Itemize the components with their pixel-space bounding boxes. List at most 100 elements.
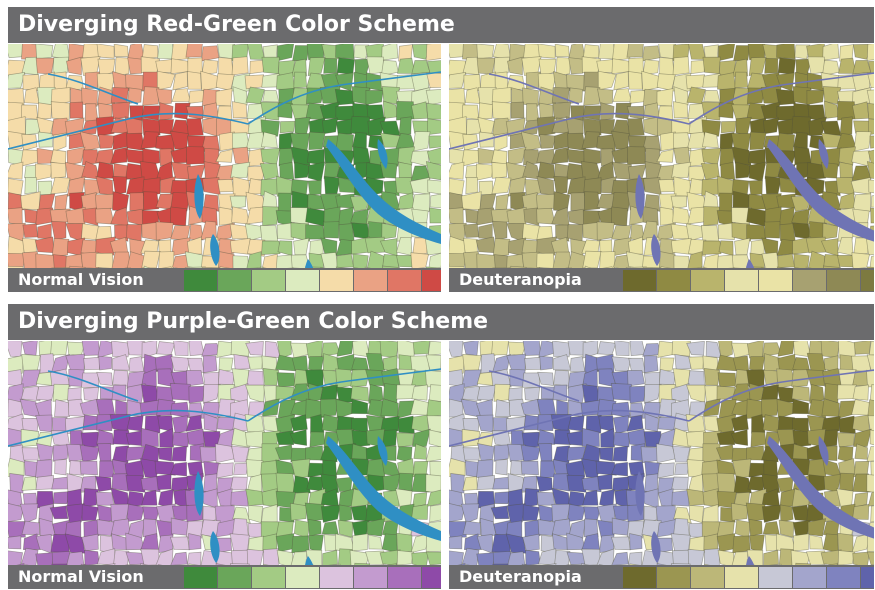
map-region (688, 165, 706, 182)
map-region (171, 161, 191, 180)
map-region (599, 251, 616, 271)
map-region (262, 206, 279, 227)
choropleth-map (449, 341, 874, 589)
map-region (867, 415, 874, 433)
map-region (866, 354, 874, 373)
map-region (262, 367, 280, 386)
map-region (687, 370, 705, 386)
map-region (657, 416, 677, 431)
map-region (600, 102, 615, 122)
map-region (36, 443, 54, 462)
map-region (570, 192, 586, 212)
map-region (672, 427, 692, 448)
map-region (870, 195, 874, 208)
map-region (96, 161, 114, 179)
map-region (720, 120, 737, 134)
map-region (477, 116, 495, 134)
map-region (807, 518, 827, 537)
map-region (611, 461, 628, 477)
map-region (410, 252, 429, 270)
map-region (566, 474, 587, 493)
map-region (22, 74, 40, 92)
map-region (427, 179, 441, 195)
map-region (629, 402, 645, 419)
map-region (869, 135, 874, 149)
map-region (525, 549, 541, 566)
map-region (595, 460, 617, 476)
map-region (628, 461, 645, 478)
map-region (793, 533, 810, 552)
river (488, 370, 580, 402)
map-region (142, 86, 160, 106)
map-region (383, 180, 400, 197)
map-region (52, 383, 70, 402)
map-region (567, 415, 585, 432)
map-region (276, 372, 296, 388)
map-region (839, 161, 854, 179)
river (247, 71, 441, 125)
map-region (465, 177, 479, 195)
map-region (247, 165, 265, 182)
map-region (506, 503, 526, 524)
map-region (141, 250, 161, 269)
map-region (686, 488, 705, 506)
map-region (745, 502, 766, 522)
map-region (8, 59, 26, 76)
map-region (536, 491, 556, 506)
map-region (644, 194, 661, 212)
map-region (642, 59, 660, 76)
map-region (310, 414, 325, 434)
map-region (83, 179, 101, 197)
map-region (97, 443, 112, 462)
map-region (95, 207, 115, 225)
map-region (232, 86, 248, 106)
legend-label: Normal Vision (18, 567, 144, 586)
map-region (595, 353, 615, 373)
map-region (449, 521, 467, 538)
map-region (140, 548, 160, 566)
legend-label: Normal Vision (18, 270, 144, 289)
map-region (111, 533, 128, 550)
map-region (81, 341, 101, 356)
map-region (494, 491, 512, 505)
map-region (410, 150, 430, 167)
map-region (275, 354, 296, 372)
map-region (612, 88, 632, 103)
map-region (34, 236, 55, 254)
map-region (866, 44, 874, 61)
legend-swatch (218, 567, 251, 588)
map-region (83, 519, 100, 539)
map-region (733, 45, 751, 62)
map-region (365, 550, 385, 565)
map-region (701, 147, 722, 166)
map-region (505, 416, 526, 434)
map-region (289, 429, 308, 446)
map-region (537, 73, 557, 92)
map-region (261, 56, 280, 75)
map-region (837, 532, 854, 553)
map-region (245, 488, 264, 506)
map-region (566, 224, 584, 242)
map-region (276, 72, 296, 91)
map-region (20, 369, 41, 389)
map-region (338, 504, 353, 523)
map-region (536, 148, 556, 165)
map-region (398, 116, 412, 137)
map-region (98, 355, 113, 371)
map-region (322, 549, 338, 567)
map-region (509, 460, 525, 476)
map-region (750, 431, 767, 448)
map-region (867, 60, 874, 76)
map-region (597, 341, 617, 356)
map-region (111, 341, 131, 358)
map-panel-normal-vision: Normal Vision (8, 341, 441, 589)
map-region (656, 222, 677, 242)
map-region (671, 72, 692, 92)
map-region (231, 206, 250, 225)
map-region (479, 193, 497, 210)
legend-swatch (691, 567, 724, 588)
map-region (322, 459, 338, 479)
river (688, 369, 874, 422)
map-region (425, 369, 441, 388)
map-region (703, 548, 720, 567)
